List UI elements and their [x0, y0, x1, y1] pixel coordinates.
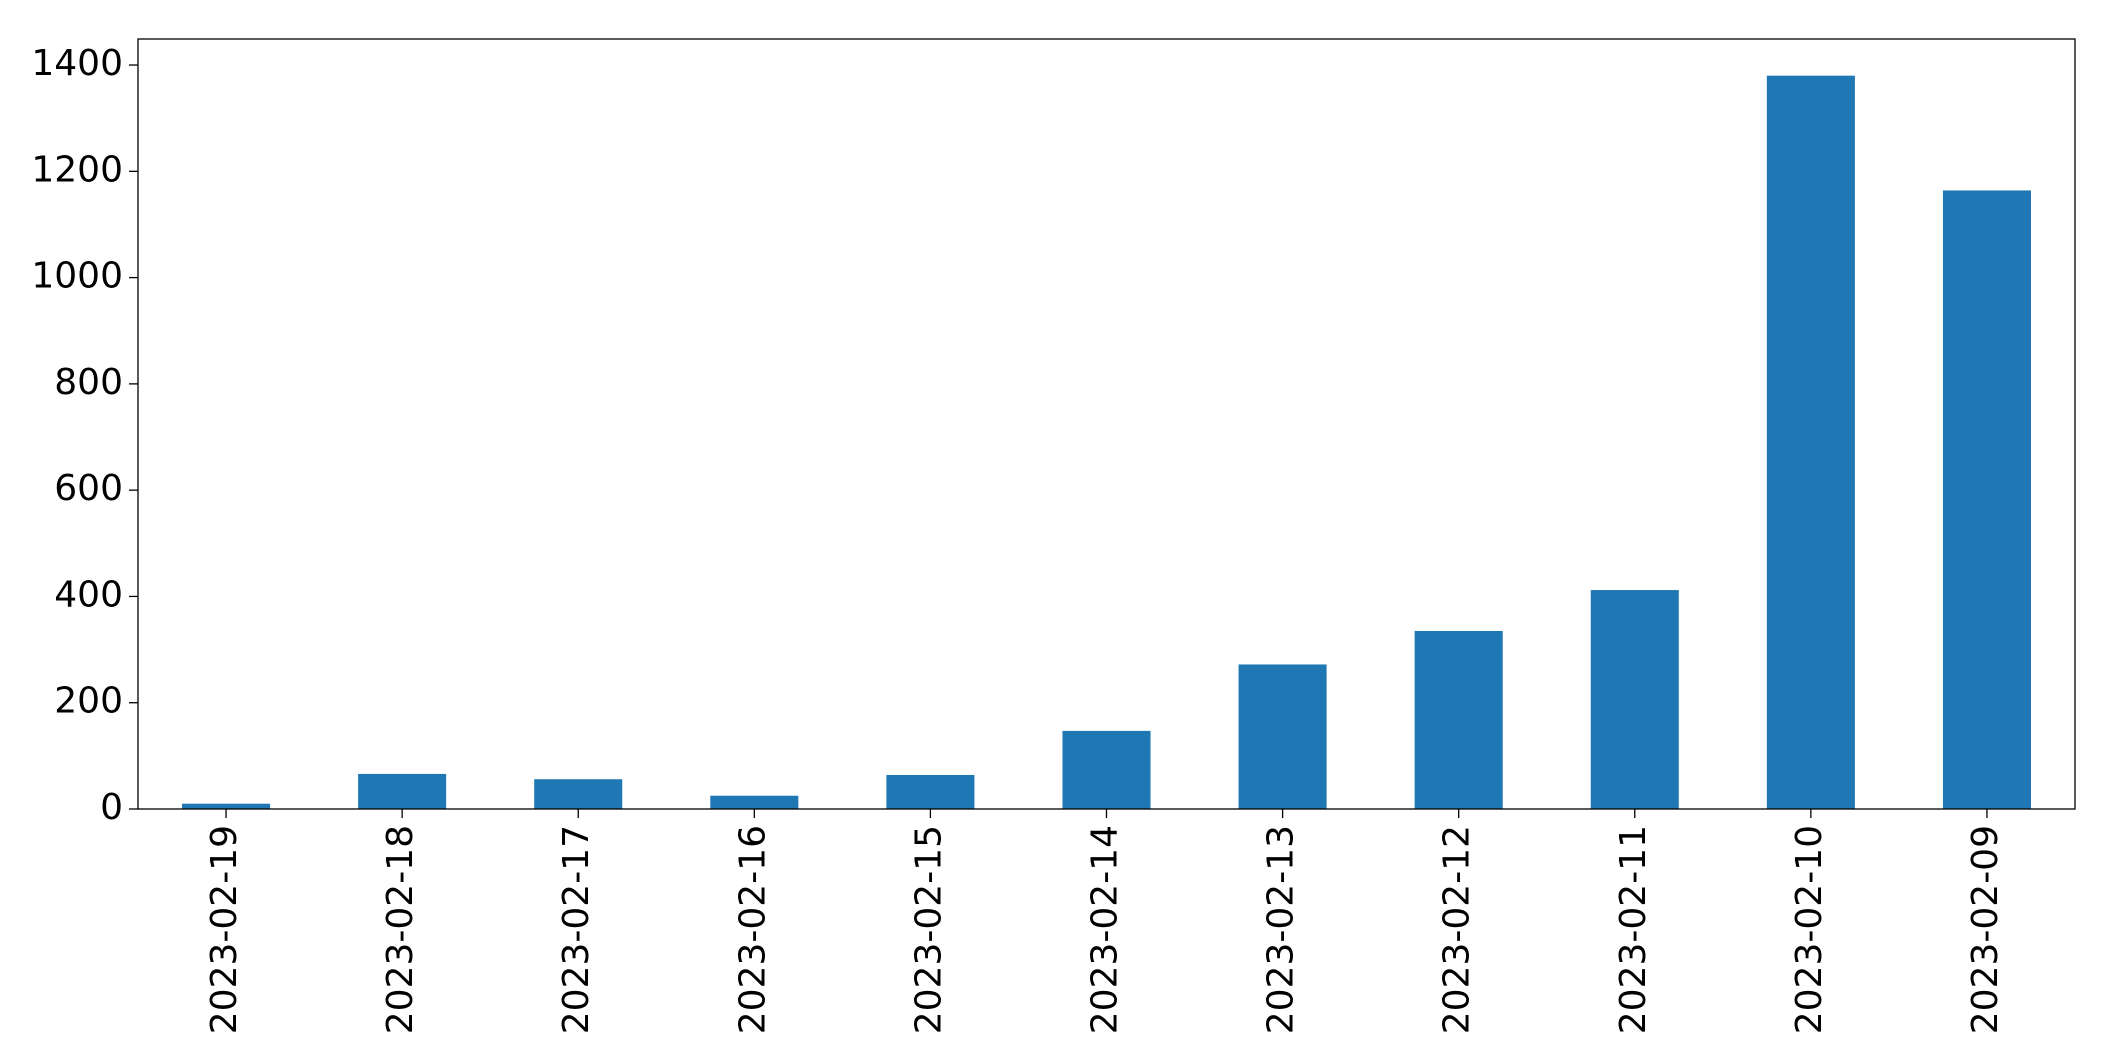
plot-frame [137, 38, 2076, 810]
bar [1766, 75, 1855, 809]
y-tick-label: 600 [54, 468, 123, 509]
y-tick-label: 1000 [31, 256, 123, 297]
x-tick-label: 2023-02-12 [1437, 825, 1478, 1034]
x-tick-label: 2023-02-09 [1965, 825, 2006, 1034]
y-tick-label: 1400 [31, 43, 123, 84]
bar [182, 803, 271, 809]
y-tick-label: 200 [54, 681, 123, 722]
bar [1414, 630, 1503, 809]
x-tick-label: 2023-02-13 [1261, 825, 1302, 1034]
bar [1590, 590, 1679, 809]
x-tick-label: 2023-02-15 [908, 825, 949, 1034]
x-tick-label: 2023-02-19 [204, 825, 245, 1034]
bar [1942, 190, 2031, 809]
x-tick-label: 2023-02-17 [556, 825, 597, 1034]
bar [1062, 730, 1151, 809]
y-tick-label: 800 [54, 362, 123, 403]
bar [1238, 664, 1327, 809]
y-tick-label: 0 [100, 787, 123, 828]
bar [358, 773, 447, 809]
x-tick-label: 2023-02-16 [732, 825, 773, 1034]
y-tick-label: 400 [54, 574, 123, 615]
y-tick-label: 1200 [31, 149, 123, 190]
x-tick-label: 2023-02-11 [1613, 825, 1654, 1034]
x-tick-label: 2023-02-14 [1085, 825, 1126, 1034]
x-tick-label: 2023-02-18 [380, 825, 421, 1034]
bar [710, 795, 799, 809]
x-tick-label: 2023-02-10 [1789, 825, 1830, 1034]
bar [886, 774, 975, 809]
bar [534, 779, 623, 809]
